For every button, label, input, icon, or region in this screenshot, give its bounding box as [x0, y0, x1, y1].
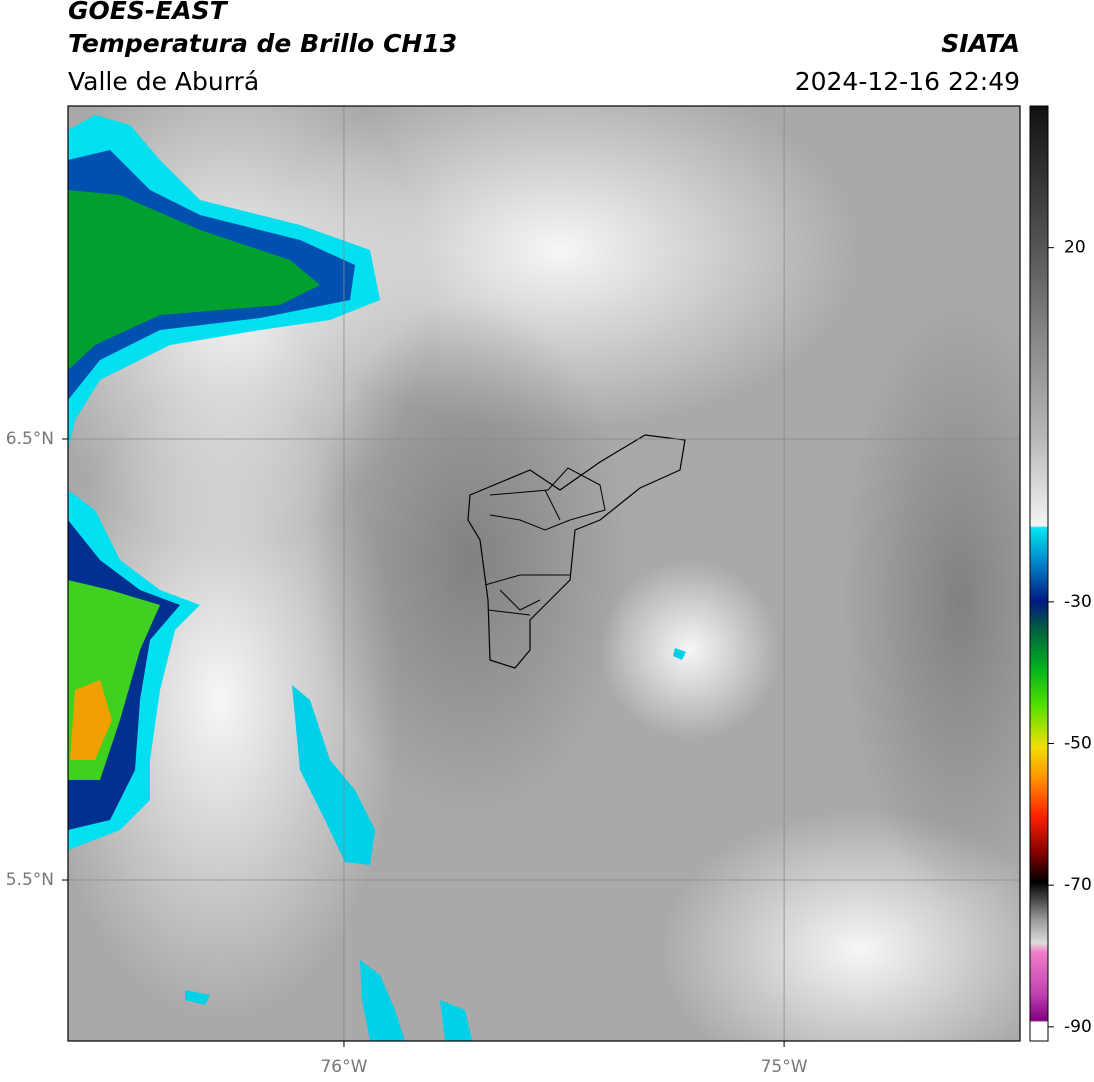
- colorbar-label: -50: [1064, 734, 1092, 754]
- timestamp: 2024-12-16 22:49: [795, 67, 1020, 96]
- lat-label: 5.5°N: [6, 870, 54, 890]
- map-frame: [67, 105, 1021, 1042]
- cloud-top: [185, 990, 210, 1005]
- satellite-image: [68, 106, 1020, 1041]
- cloud-top: [673, 648, 686, 660]
- dark-area: [840, 300, 1020, 900]
- region: Valle de Aburrá: [68, 67, 259, 96]
- cloud-top: [440, 1000, 472, 1041]
- graticule: [68, 106, 1020, 1041]
- cloud-top: [68, 190, 320, 370]
- colorbar-label: -70: [1064, 875, 1092, 895]
- dark-area: [310, 300, 630, 820]
- cloud-top: [70, 680, 112, 760]
- bright-area: [600, 560, 780, 740]
- title: GOES-EAST: [68, 0, 229, 25]
- municipality-outlines: [484, 467, 606, 616]
- source: SIATA: [941, 29, 1020, 58]
- lat-label: 6.5°N: [6, 429, 54, 449]
- cloud-top: [292, 685, 375, 865]
- subtitle: Temperatura de Brillo CH13: [68, 29, 457, 58]
- cloud-top: [360, 960, 405, 1041]
- colorbar-label: -30: [1064, 592, 1092, 612]
- lon-label: 75°W: [761, 1057, 808, 1077]
- colorbar-label: -90: [1064, 1017, 1092, 1037]
- colorbar-label: 20: [1064, 238, 1086, 258]
- colorbar: [1029, 105, 1049, 1042]
- lon-label: 76°W: [320, 1057, 367, 1077]
